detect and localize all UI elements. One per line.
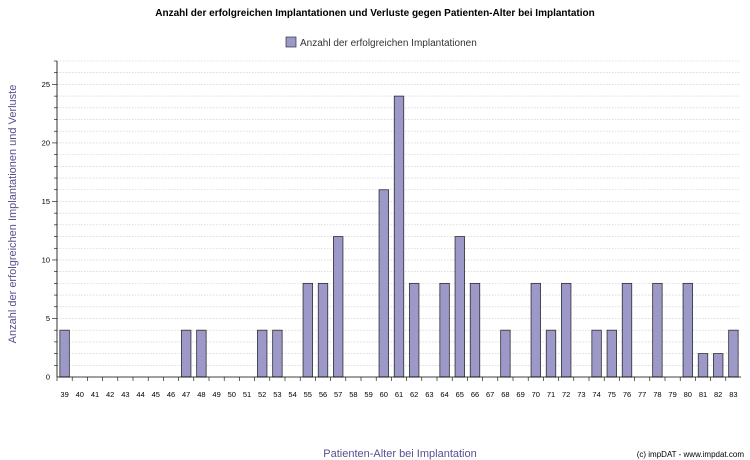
credit-text: (c) impDAT - www.impdat.com: [637, 450, 745, 459]
y-tick-label: 10: [42, 255, 50, 264]
x-tick-label: 41: [91, 390, 99, 399]
bar: [181, 329, 192, 378]
bar: [272, 329, 283, 378]
bar: [682, 282, 693, 378]
x-tick-label: 66: [471, 390, 479, 399]
chart-title: Anzahl der erfolgreichen Implantationen …: [155, 8, 595, 19]
bar: [393, 95, 405, 378]
y-tick-label: 20: [42, 138, 50, 147]
y-tick-labels: 0 5 10 15 20 25: [42, 80, 50, 382]
x-tick-label: 53: [273, 390, 281, 399]
axes: [52, 60, 741, 381]
x-tick-label: 78: [653, 390, 661, 399]
x-tick-label: 50: [228, 390, 236, 399]
x-tick-label: 45: [152, 390, 160, 399]
x-tick-label: 75: [608, 390, 616, 399]
y-tick-label: 0: [46, 373, 50, 382]
bar: [439, 282, 450, 378]
bar: [530, 282, 541, 378]
bar: [591, 329, 602, 378]
x-tick-label: 80: [684, 390, 692, 399]
x-tick-label: 69: [516, 390, 524, 399]
bar: [561, 282, 572, 378]
bar: [728, 329, 739, 378]
x-tick-label: 56: [319, 390, 327, 399]
bar: [378, 189, 389, 378]
y-tick-label: 15: [42, 197, 50, 206]
bar: [454, 236, 465, 378]
x-tick-label: 39: [60, 390, 68, 399]
x-tick-label: 62: [410, 390, 418, 399]
bar: [545, 329, 557, 378]
x-tick-label: 81: [699, 390, 707, 399]
bar: [500, 329, 511, 378]
x-tick-label: 58: [349, 390, 357, 399]
x-tick-label: 82: [714, 390, 722, 399]
y-tick-label: 25: [42, 80, 50, 89]
x-tick-label: 71: [547, 390, 555, 399]
x-tick-label: 76: [623, 390, 631, 399]
bar: [621, 282, 633, 378]
bar: [469, 282, 481, 378]
x-tick-label: 64: [440, 390, 448, 399]
y-tick-label: 5: [46, 314, 50, 323]
x-tick-label: 55: [304, 390, 312, 399]
x-tick-label: 51: [243, 390, 251, 399]
x-tick-label: 65: [456, 390, 464, 399]
x-tick-label: 49: [212, 390, 220, 399]
bar: [697, 353, 709, 378]
x-tick-label: 47: [182, 390, 190, 399]
bar: [59, 329, 70, 378]
y-axis-title: Anzahl der erfolgreichen Implantationen …: [7, 85, 19, 344]
x-tick-label: 74: [592, 390, 600, 399]
x-tick-label: 57: [334, 390, 342, 399]
x-tick-label: 48: [197, 390, 205, 399]
x-tick-label: 40: [76, 390, 84, 399]
x-tick-label: 77: [638, 390, 646, 399]
bar: [317, 282, 329, 378]
x-tick-label: 72: [562, 390, 570, 399]
x-tick-label: 60: [380, 390, 388, 399]
x-tick-labels: 39 40 41 42 43 44 45 46 47 48 49 50 51 52 53 54 55 56 57 58…: [60, 390, 737, 399]
bar: [652, 282, 663, 378]
x-tick-label: 54: [288, 390, 296, 399]
x-tick-label: 70: [532, 390, 540, 399]
bar: [302, 282, 313, 378]
legend: Anzahl der erfolgreichen Implantationen: [285, 36, 477, 49]
x-tick-label: 63: [425, 390, 433, 399]
x-tick-label: 83: [729, 390, 737, 399]
x-tick-label: 44: [136, 390, 144, 399]
bar: [713, 353, 724, 378]
x-tick-label: 68: [501, 390, 509, 399]
bars: [59, 95, 739, 378]
legend-label: Anzahl der erfolgreichen Implantationen: [300, 38, 477, 49]
x-tick-label: 43: [121, 390, 129, 399]
x-tick-label: 73: [577, 390, 585, 399]
x-tick-label: 59: [364, 390, 372, 399]
x-tick-label: 52: [258, 390, 266, 399]
x-tick-label: 46: [167, 390, 175, 399]
x-tick-label: 79: [668, 390, 676, 399]
bar: [409, 282, 420, 378]
bar: [196, 329, 207, 378]
bar: [333, 236, 344, 378]
legend-swatch: [285, 36, 297, 48]
x-tick-label: 61: [395, 390, 403, 399]
x-tick-label: 42: [106, 390, 114, 399]
x-tick-label: 67: [486, 390, 494, 399]
x-axis-title: Patienten-Alter bei Implantation: [323, 448, 476, 460]
bar: [257, 329, 268, 378]
bar: [606, 329, 617, 378]
